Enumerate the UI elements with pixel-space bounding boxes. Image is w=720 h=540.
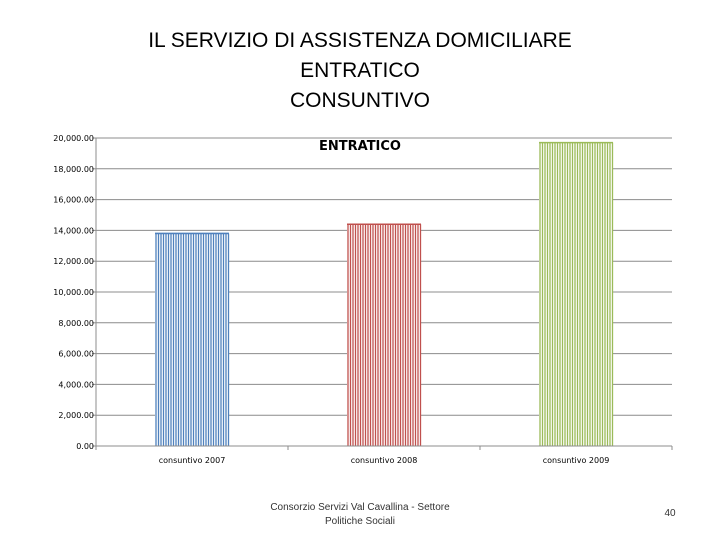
bar [155,232,230,446]
chart-title: ENTRATICO [319,139,401,154]
footer-line-2: Politiche Sociali [324,516,396,527]
bars [155,141,614,446]
x-tick-label: consuntivo 2008 [351,456,418,465]
page-number: 40 [664,508,676,519]
y-tick-label: 20,000.00 [53,134,94,143]
footer: Consorzio Servizi Val Cavallina - Settor… [255,501,465,529]
y-tick-label: 6,000.00 [58,350,94,359]
y-tick-label: 10,000.00 [53,288,94,297]
axes [92,137,673,450]
labels: 0.00 2,000.00 4,000.00 6,000.00 8,000.00 10,0… [53,134,609,465]
y-tick-label: 16,000.00 [53,196,94,205]
slide-title-line-2: ENTRATICO [300,59,420,82]
slide-title: IL SERVIZIO DI ASSISTENZA DOMICILIARE EN… [0,26,720,116]
slide-title-line-1: IL SERVIZIO DI ASSISTENZA DOMICILIARE [148,29,572,52]
x-tick-label: consuntivo 2007 [159,456,226,465]
bar [347,223,422,446]
bar-background [539,142,613,446]
bar-background [155,233,229,446]
y-tick-label: 18,000.00 [53,165,94,174]
y-tick-label: 2,000.00 [58,411,94,420]
footer-line-1: Consorzio Servizi Val Cavallina - Settor… [270,502,450,513]
bar [539,141,614,446]
y-tick-label: 0.00 [76,442,94,451]
y-tick-label: 8,000.00 [58,319,94,328]
slide-title-line-3: CONSUNTIVO [289,89,430,112]
bar-background [347,224,421,446]
y-tick-label: 12,000.00 [53,257,94,266]
y-tick-label: 4,000.00 [58,380,94,389]
y-tick-label: 14,000.00 [53,226,94,235]
x-tick-label: consuntivo 2009 [543,456,610,465]
